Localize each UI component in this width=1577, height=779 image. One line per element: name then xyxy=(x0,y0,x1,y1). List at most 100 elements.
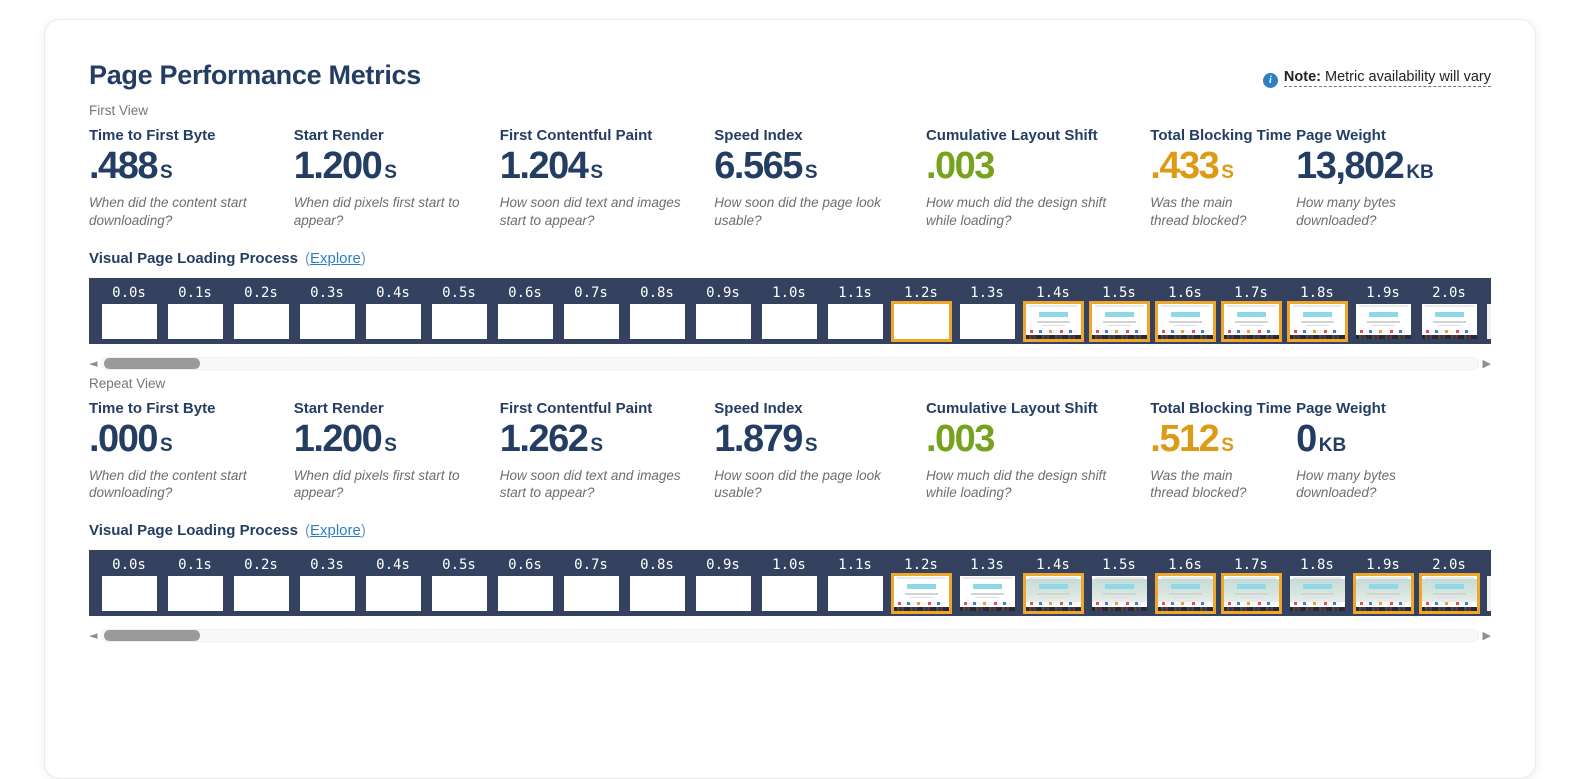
filmstrip-scrollbar[interactable]: ◄ ▶ xyxy=(89,629,1491,643)
frame-timestamp: 0.1s xyxy=(178,284,212,301)
frame-thumbnail xyxy=(890,300,952,342)
page-title: Page Performance Metrics xyxy=(89,60,421,90)
frame-thumbnail xyxy=(890,573,952,615)
filmstrip-frame[interactable]: 1.1s xyxy=(822,278,888,344)
scroll-left-arrow-icon[interactable]: ◄ xyxy=(89,629,98,643)
frame-timestamp: 1.4s xyxy=(1036,557,1070,574)
metric-card: Total Blocking Time .512 s Was the main t… xyxy=(1150,400,1296,503)
filmstrip-frame[interactable]: 1.2s xyxy=(888,550,954,616)
metric-label: Page Weight xyxy=(1296,399,1386,417)
metric-value-row: 1.204 s xyxy=(500,147,715,185)
metric-unit: s xyxy=(590,162,604,183)
metric-card: Cumulative Layout Shift .003 How much di… xyxy=(926,400,1150,503)
scroll-left-arrow-icon[interactable]: ◄ xyxy=(89,356,98,370)
filmstrip-frame[interactable]: 1.1s xyxy=(822,550,888,616)
filmstrip-frame[interactable]: 1.6s xyxy=(1152,550,1218,616)
filmstrip-frame[interactable]: 0.0s xyxy=(96,278,162,344)
metric-label: Speed Index xyxy=(714,399,803,417)
explore-link[interactable]: Explore xyxy=(309,249,361,267)
filmstrip-frame[interactable]: 0.9s xyxy=(690,278,756,344)
metric-card: Page Weight 13,802 KB How many bytes down… xyxy=(1296,127,1491,230)
filmstrip-frame[interactable]: 1.2s xyxy=(888,278,954,344)
metric-card: Speed Index 6.565 s How soon did the page… xyxy=(714,127,926,230)
filmstrip-frame[interactable]: 1.7s xyxy=(1218,550,1284,616)
frame-timestamp: 1.6s xyxy=(1168,557,1202,574)
frame-thumbnail xyxy=(233,576,289,612)
metric-card: First Contentful Paint 1.204 s How soon d… xyxy=(500,127,715,230)
scrollbar-thumb[interactable] xyxy=(104,357,201,369)
filmstrip-frame[interactable]: 0.6s xyxy=(492,278,558,344)
scroll-right-arrow-icon[interactable]: ▶ xyxy=(1482,356,1491,370)
scrollbar-thumb[interactable] xyxy=(104,630,201,642)
filmstrip-frame[interactable]: 0.4s xyxy=(360,550,426,616)
metric-unit: s xyxy=(1221,434,1234,456)
filmstrip-frame[interactable]: 2.0s xyxy=(1416,278,1482,344)
metric-value: .000 xyxy=(89,417,158,460)
filmstrip-frame[interactable]: 0.2s xyxy=(228,278,294,344)
frame-timestamp: 1.5s xyxy=(1102,557,1136,574)
metric-value-row: .512 s xyxy=(1150,420,1296,458)
filmstrip-frame[interactable]: 0.8s xyxy=(624,550,690,616)
metric-description: How soon did the page look usable? xyxy=(714,467,881,501)
filmstrip-frame[interactable]: 1.9s xyxy=(1350,278,1416,344)
frame-timestamp: 2.0s xyxy=(1432,557,1466,574)
filmstrip-frame[interactable]: 0.7s xyxy=(558,550,624,616)
filmstrip-frame[interactable]: 1.0s xyxy=(756,278,822,344)
metric-value: .512 xyxy=(1150,417,1219,460)
filmstrip: 0.0s 0.1s 0.2s 0.3s 0.4s 0.5s 0.6s 0.7s … xyxy=(89,277,1491,344)
filmstrip-frame[interactable]: 0.3s xyxy=(294,550,360,616)
metric-label: Cumulative Layout Shift xyxy=(925,127,1098,144)
filmstrip-frame[interactable]: 1.9s xyxy=(1350,550,1416,616)
filmstrip-frame[interactable]: 1.5s xyxy=(1086,550,1152,616)
filmstrip-frame[interactable]: 1.4s xyxy=(1020,278,1086,344)
metric-unit: KB xyxy=(1318,434,1347,456)
metric-card: Total Blocking Time .433 s Was the main t… xyxy=(1150,127,1296,230)
metric-value-row: 13,802 KB xyxy=(1296,147,1491,185)
metric-unit: s xyxy=(1221,162,1234,183)
filmstrip-frame[interactable]: 0.8s xyxy=(624,278,690,344)
filmstrip-frame[interactable]: 0.3s xyxy=(294,278,360,344)
metric-card: Time to First Byte .000 s When did the co… xyxy=(89,400,294,503)
scrollbar-track[interactable] xyxy=(101,629,1479,643)
filmstrip-frame[interactable]: 1.8s xyxy=(1284,278,1350,344)
frame-thumbnail xyxy=(761,303,817,339)
filmstrip-frame[interactable]: 1.6s xyxy=(1152,278,1218,344)
filmstrip: 0.0s 0.1s 0.2s 0.3s 0.4s 0.5s 0.6s 0.7s … xyxy=(89,550,1491,617)
explore-link[interactable]: Explore xyxy=(309,522,361,540)
scroll-right-arrow-icon[interactable]: ▶ xyxy=(1482,629,1491,643)
scrollbar-track[interactable] xyxy=(101,356,1479,370)
view-section: Repeat View Time to First Byte .000 s Whe… xyxy=(89,376,1491,643)
metric-description: How soon did the page look usable? xyxy=(714,195,881,228)
frame-timestamp: 1.2s xyxy=(904,284,938,301)
frame-thumbnail xyxy=(101,576,157,612)
frame-thumbnail xyxy=(695,576,751,612)
metric-description: When did the content start downloading? xyxy=(89,195,247,228)
filmstrip-frame[interactable]: 1.7s xyxy=(1218,278,1284,344)
metric-label: Time to First Byte xyxy=(89,127,216,144)
filmstrip-frame[interactable]: 0.0s xyxy=(96,550,162,616)
filmstrip-scrollbar[interactable]: ◄ ▶ xyxy=(89,356,1491,370)
filmstrip-frame[interactable]: 0.1s xyxy=(162,278,228,344)
filmstrip-frame[interactable]: 0.2s xyxy=(228,550,294,616)
filmstrip-frame[interactable]: 0.7s xyxy=(558,278,624,344)
filmstrip-frame[interactable]: 0.1s xyxy=(162,550,228,616)
frame-timestamp: 1.2s xyxy=(904,557,938,574)
metric-unit: s xyxy=(159,162,173,183)
filmstrip-frame[interactable]: 0.5s xyxy=(426,550,492,616)
filmstrip-frame[interactable]: 1.5s xyxy=(1086,278,1152,344)
metric-label: First Contentful Paint xyxy=(499,399,653,417)
filmstrip-frame[interactable]: 0.6s xyxy=(492,550,558,616)
filmstrip-frame[interactable]: 2.0s xyxy=(1416,550,1482,616)
filmstrip-frame[interactable]: 1.3s xyxy=(954,278,1020,344)
filmstrip-frame[interactable]: 1.3s xyxy=(954,550,1020,616)
frame-thumbnail xyxy=(1418,573,1480,615)
filmstrip-frame[interactable]: 0.4s xyxy=(360,278,426,344)
filmstrip-frame[interactable]: 0.5s xyxy=(426,278,492,344)
filmstrip-frame[interactable]: 1.0s xyxy=(756,550,822,616)
metric-description: How many bytes downloaded? xyxy=(1296,195,1396,228)
filmstrip-frame[interactable]: 1.8s xyxy=(1284,550,1350,616)
filmstrip-frame[interactable]: 0.9s xyxy=(690,550,756,616)
metric-availability-note[interactable]: i Note: Metric availability will vary xyxy=(1262,69,1491,91)
metric-value: 1.204 xyxy=(499,145,589,187)
filmstrip-frame[interactable]: 1.4s xyxy=(1020,550,1086,616)
